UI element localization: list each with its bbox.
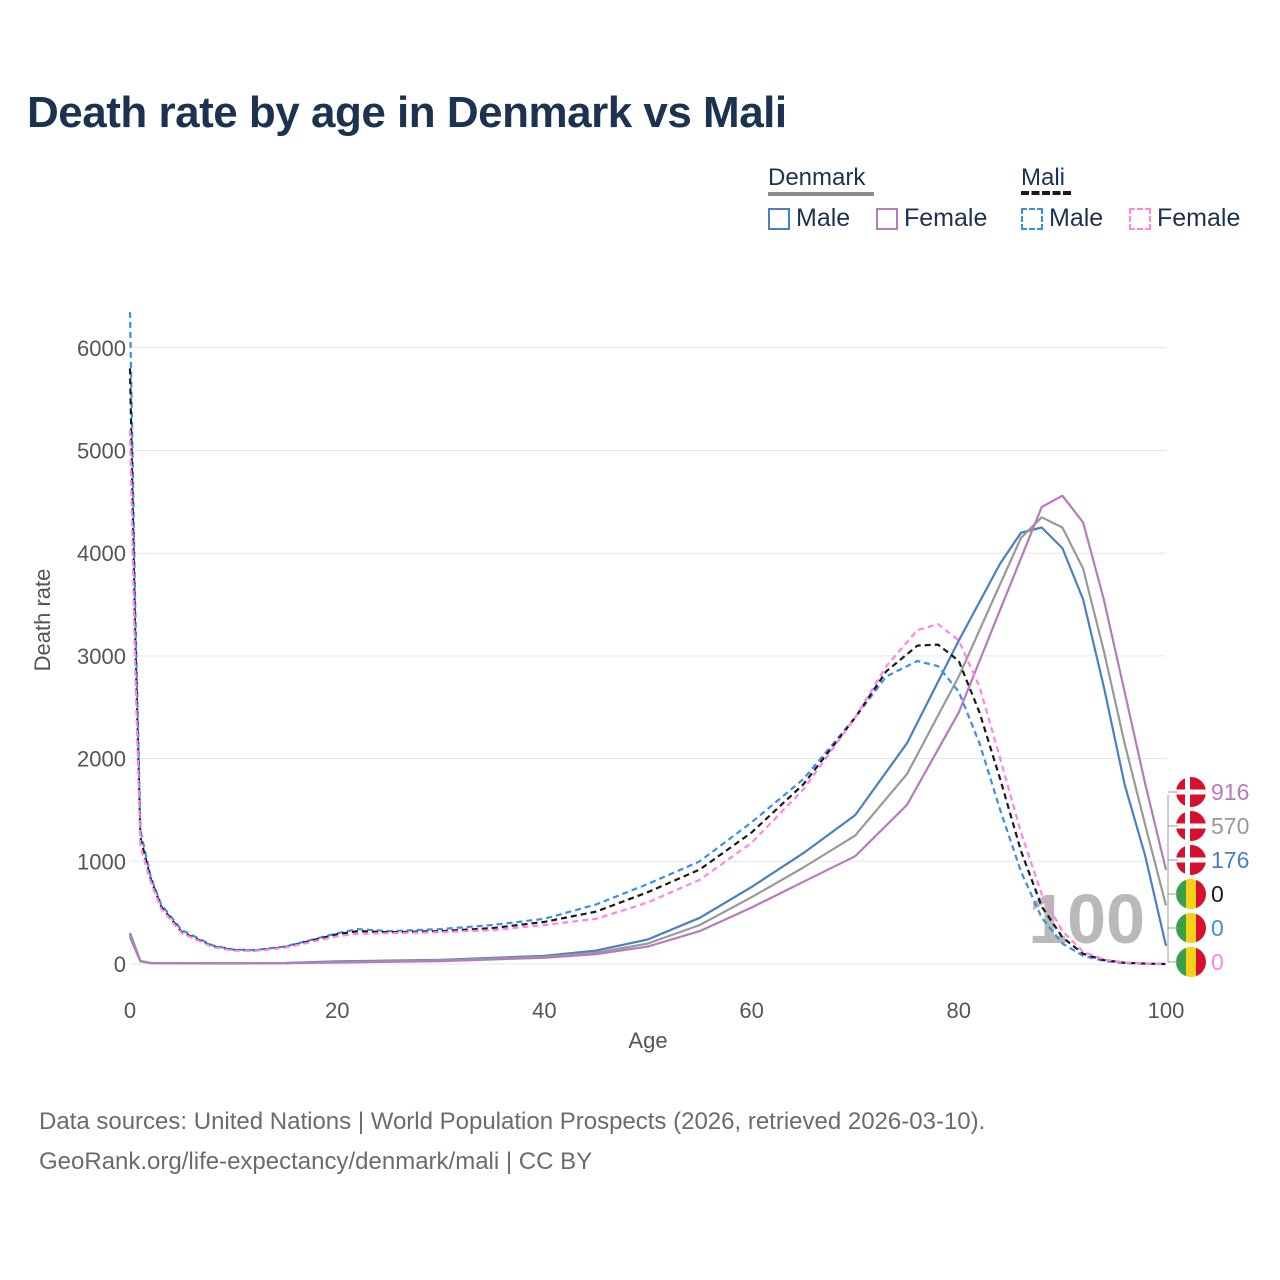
legend-denmark-line bbox=[768, 192, 874, 196]
mali-flag-icon bbox=[1176, 947, 1206, 977]
denmark-flag-icon bbox=[1176, 777, 1206, 807]
legend-label: Female bbox=[904, 204, 988, 232]
legend-mali-line bbox=[1021, 191, 1071, 195]
flag-stripe bbox=[1186, 947, 1197, 977]
series-denmark-male bbox=[128, 526, 1168, 965]
flag-cross-v bbox=[1185, 777, 1190, 807]
flag-cross-h bbox=[1176, 857, 1206, 863]
x-axis-title: Age bbox=[628, 1028, 667, 1053]
legend-denmark-male[interactable]: Male bbox=[768, 204, 850, 233]
y-tick-labels: 0 1000 2000 3000 4000 5000 6000 bbox=[77, 336, 126, 977]
swatch-mali-male bbox=[1021, 207, 1043, 230]
series-mali-total bbox=[128, 368, 1167, 966]
end-label-mali-female: 0 bbox=[1211, 949, 1224, 975]
mali-flag-icon bbox=[1176, 879, 1206, 909]
x-tick-60: 60 bbox=[739, 998, 763, 1023]
mali-flag-icon bbox=[1176, 913, 1206, 943]
end-label-mali-male: 0 bbox=[1211, 915, 1224, 941]
legend-label: Male bbox=[1049, 204, 1104, 232]
legend-mali-male[interactable]: Male bbox=[1021, 204, 1103, 233]
x-tick-20: 20 bbox=[325, 998, 349, 1023]
end-label-denmark-female: 916 bbox=[1211, 779, 1249, 805]
chart-title: Death rate by age in Denmark vs Mali bbox=[27, 88, 787, 137]
legend-denmark-label: Denmark bbox=[768, 164, 866, 191]
flag-stripe bbox=[1176, 913, 1187, 943]
end-label-mali-total: 0 bbox=[1211, 881, 1224, 907]
x-tick-100: 100 bbox=[1148, 998, 1185, 1023]
legend-label: Male bbox=[796, 204, 851, 232]
swatch-denmark-female bbox=[876, 207, 898, 230]
flag-cross-v bbox=[1185, 811, 1190, 841]
y-tick-6000: 6000 bbox=[77, 336, 126, 361]
end-label-denmark-male: 176 bbox=[1211, 847, 1249, 873]
y-tick-1000: 1000 bbox=[77, 849, 126, 874]
series-mali-male bbox=[128, 311, 1167, 966]
y-tick-5000: 5000 bbox=[77, 439, 126, 464]
legend-mali-label: Mali bbox=[1021, 164, 1066, 191]
y-axis-title: Death rate bbox=[30, 569, 55, 672]
x-tick-40: 40 bbox=[532, 998, 556, 1023]
flag-stripe bbox=[1176, 879, 1187, 909]
age-watermark: 100 bbox=[1028, 880, 1145, 958]
x-tick-0: 0 bbox=[124, 998, 136, 1023]
legend-label: Female bbox=[1157, 204, 1241, 232]
flag-cross-v bbox=[1185, 845, 1190, 875]
legend-denmark-female[interactable]: Female bbox=[876, 204, 987, 233]
series-lines bbox=[128, 311, 1168, 966]
y-tick-0: 0 bbox=[114, 952, 126, 977]
y-tick-3000: 3000 bbox=[77, 644, 126, 669]
denmark-flag-icon bbox=[1176, 811, 1206, 841]
flag-stripe bbox=[1186, 879, 1197, 909]
legend-mali-female[interactable]: Female bbox=[1129, 204, 1240, 233]
grid-lines bbox=[130, 347, 1166, 965]
x-tick-labels: 0 20 40 60 80 100 bbox=[124, 998, 1184, 1023]
series-denmark-female bbox=[128, 494, 1168, 965]
end-label-denmark-total: 570 bbox=[1211, 813, 1249, 839]
end-labels: 916 570 176 0 0 0 bbox=[1167, 777, 1249, 977]
source-line-2: GeoRank.org/life-expectancy/denmark/mali… bbox=[39, 1148, 593, 1175]
flag-cross-h bbox=[1176, 789, 1206, 795]
flag-cross-h bbox=[1176, 823, 1206, 829]
y-tick-4000: 4000 bbox=[77, 541, 126, 566]
denmark-flag-icon bbox=[1176, 845, 1206, 875]
flag-stripe bbox=[1176, 947, 1187, 977]
source-line-1: Data sources: United Nations | World Pop… bbox=[39, 1108, 986, 1135]
swatch-denmark-male bbox=[768, 207, 790, 230]
x-tick-80: 80 bbox=[947, 998, 971, 1023]
flag-stripe bbox=[1196, 913, 1206, 943]
series-mali-female bbox=[128, 429, 1167, 966]
flag-stripe bbox=[1186, 913, 1197, 943]
flag-stripe bbox=[1196, 879, 1206, 909]
y-tick-2000: 2000 bbox=[77, 747, 126, 772]
swatch-mali-female bbox=[1129, 207, 1151, 230]
flag-stripe bbox=[1196, 947, 1206, 977]
